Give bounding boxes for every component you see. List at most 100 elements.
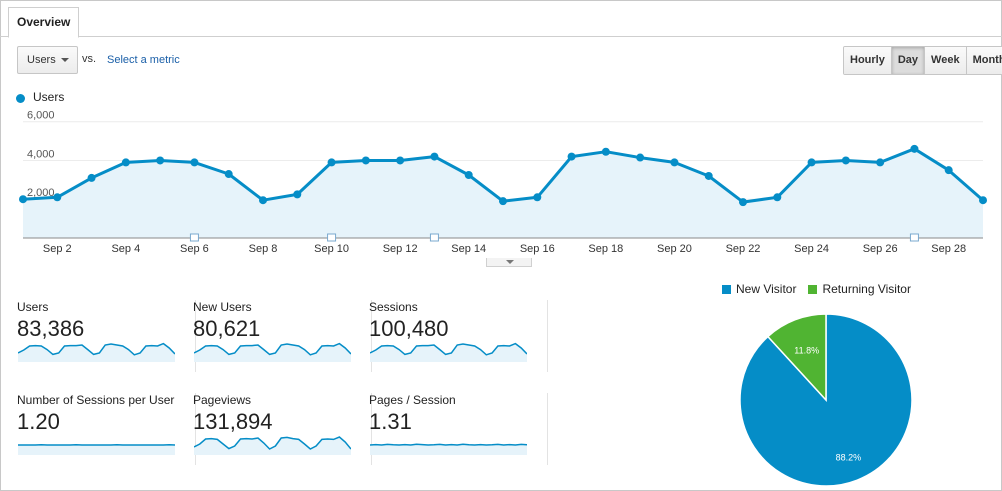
tab-overview[interactable]: Overview	[8, 7, 80, 38]
period-month-button[interactable]: Month	[966, 47, 1002, 74]
annotation-icon	[909, 233, 919, 242]
data-point	[53, 193, 62, 202]
period-hourly-button[interactable]: Hourly	[844, 47, 892, 74]
data-point	[533, 193, 542, 202]
data-point	[739, 198, 747, 207]
data-point	[944, 166, 953, 175]
scorecard-value: 1.20	[17, 409, 60, 434]
data-point	[773, 193, 782, 202]
data-point	[121, 158, 130, 167]
data-point	[87, 173, 96, 182]
scorecard-label: Sessions	[369, 300, 418, 314]
sparkline-line	[18, 342, 175, 356]
users-legend-dot	[16, 94, 25, 103]
scorecard-sparkline	[194, 342, 351, 362]
legend-swatch	[808, 284, 818, 294]
data-point	[396, 156, 405, 165]
x-tick-label: Sep 4	[111, 243, 140, 255]
vs-label: vs.	[82, 53, 97, 65]
data-point	[327, 158, 336, 167]
pie-slice	[766, 313, 827, 402]
pie-legend-returning-visitor[interactable]: Returning Visitor	[808, 282, 911, 296]
x-tick-label: Sep 12	[383, 243, 418, 255]
chart-collapse-handle[interactable]	[486, 258, 532, 267]
legend-label: New Visitor	[736, 282, 797, 296]
x-tick-label: Sep 28	[931, 243, 966, 255]
users-legend-label: Users	[33, 90, 65, 104]
scorecard-sessions-per-user[interactable]: Number of Sessions per User 1.20	[17, 393, 196, 481]
sparkline-line	[370, 443, 527, 446]
sparkline-fill	[194, 343, 351, 362]
x-tick-label: Sep 26	[863, 243, 898, 255]
data-point	[841, 156, 850, 165]
sparkline-line	[370, 342, 527, 356]
metric-dropdown[interactable]: Users	[17, 46, 78, 74]
data-point	[361, 156, 370, 165]
metric-dropdown-value: Users	[27, 54, 56, 66]
x-tick-label: Sep 14	[451, 243, 486, 255]
scorecard-users[interactable]: Users 83,386	[17, 300, 196, 388]
divider	[547, 393, 548, 465]
x-tick-label: Sep 2	[43, 243, 72, 255]
scorecard-value: 1.31	[369, 409, 412, 434]
data-point	[156, 156, 165, 165]
data-point	[464, 171, 473, 179]
data-point	[670, 158, 679, 167]
sparkline-fill	[370, 444, 527, 455]
pie-data-label: 88.2%	[836, 453, 862, 463]
scorecard-sparkline	[18, 444, 175, 455]
visitor-pie-chart: 88.2% 11.8%	[739, 313, 913, 487]
y-tick-label: 2,000	[27, 187, 55, 199]
scorecard-pages-per-session[interactable]: Pages / Session 1.31	[369, 393, 548, 481]
data-point	[567, 152, 576, 161]
scorecard-label: Users	[17, 300, 49, 314]
annotation-icon	[429, 233, 439, 242]
data-point	[224, 170, 233, 179]
data-point	[19, 195, 27, 204]
scorecard-sparkline	[194, 436, 351, 455]
y-tick-label: 6,000	[27, 110, 55, 122]
period-week-button[interactable]: Week	[925, 47, 967, 74]
scorecard-pageviews[interactable]: Pageviews 131,894	[193, 393, 372, 481]
scorecard-label: Number of Sessions per User	[17, 393, 175, 407]
sparkline-fill	[370, 343, 527, 362]
x-tick-label: Sep 24	[794, 243, 829, 255]
tab-bar: Overview	[0, 0, 1002, 38]
x-tick-label: Sep 22	[726, 243, 761, 255]
scorecard-sessions[interactable]: Sessions 100,480	[369, 300, 548, 388]
data-point	[876, 158, 885, 167]
pie-legend: New Visitor Returning Visitor	[722, 282, 911, 296]
data-point	[499, 197, 507, 206]
data-point	[910, 144, 919, 153]
y-tick-label: 4,000	[27, 148, 55, 160]
sparkline-line	[194, 342, 351, 356]
scorecard-value: 83,386	[17, 316, 85, 341]
divider	[371, 300, 372, 372]
x-tick-label: Sep 6	[180, 243, 209, 255]
chevron-down-icon	[506, 260, 514, 264]
legend-label: Returning Visitor	[822, 282, 911, 296]
legend-swatch	[722, 284, 731, 294]
scorecard-label: Pages / Session	[369, 393, 456, 407]
annotation-icon	[189, 233, 199, 242]
sparkline-fill	[194, 437, 351, 455]
scorecard-sparkline	[370, 443, 527, 455]
divider	[371, 393, 372, 465]
sparkline-fill	[18, 343, 175, 362]
x-tick-label: Sep 20	[657, 243, 692, 255]
scorecard-label: Pageviews	[193, 393, 252, 407]
scorecard-new-users[interactable]: New Users 80,621	[193, 300, 372, 388]
period-day-button[interactable]: Day	[891, 47, 926, 74]
select-metric-link[interactable]: Select a metric	[107, 54, 180, 66]
scorecard-value: 80,621	[193, 316, 261, 341]
divider	[195, 393, 196, 465]
scorecard-value: 100,480	[369, 316, 449, 341]
pie-legend-new-visitor[interactable]: New Visitor	[722, 282, 796, 296]
users-area-fill	[23, 148, 983, 238]
x-tick-label: Sep 16	[520, 243, 555, 255]
chevron-down-icon	[61, 58, 69, 62]
annotation-icon	[327, 233, 337, 242]
scorecard-label: New Users	[193, 300, 252, 314]
scorecard-sparkline	[18, 342, 175, 362]
period-selector: Hourly Day Week Month	[843, 46, 1002, 75]
